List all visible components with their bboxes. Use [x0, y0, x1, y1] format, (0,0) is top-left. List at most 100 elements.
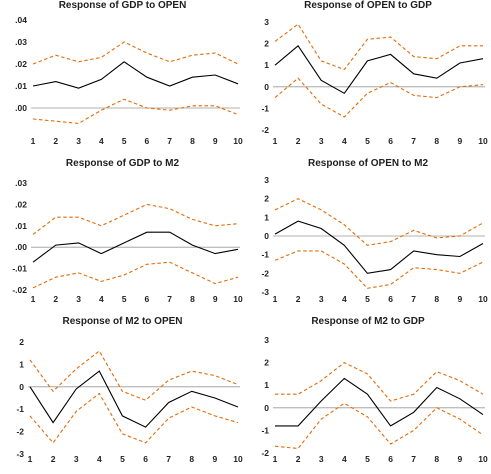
x-tick-label: 5: [365, 136, 370, 146]
x-tick-label: 4: [342, 454, 347, 464]
y-tick-label: -2: [16, 427, 24, 437]
lower-confidence-band: [274, 77, 484, 118]
x-tick-label: 10: [478, 136, 488, 146]
y-tick-label: -.02: [12, 285, 27, 295]
y-tick-label: -.01: [12, 264, 27, 274]
y-tick-label: -2: [261, 125, 269, 135]
chart-plot: -2 -1 0 1 2 3 1 2 3 4 5 6 7 8 9 10: [261, 17, 488, 146]
x-tick-label: 3: [76, 136, 81, 146]
x-tick-label: 1: [273, 136, 278, 146]
chart-panel-open-gdp: Response of OPEN to GDP -2 -1 0 1 2 3 1 2 3 4 5 6 7 8…: [245, 0, 491, 158]
y-tick-label: 0: [264, 82, 269, 92]
upper-confidence-band: [274, 23, 483, 71]
chart-plot: .00 .01 .02 .03 .04 1 2 3 4 5 6 7 8 9 10: [15, 15, 243, 146]
x-tick-label: 8: [190, 294, 195, 304]
x-tick-label: 8: [434, 136, 439, 146]
chart-panel-gdp-open: Response of GDP to OPEN .00 .01 .02 .03 .04 1…: [0, 0, 245, 158]
y-tick-label: .03: [15, 37, 27, 47]
chart-title: Response of GDP to OPEN: [58, 0, 187, 11]
x-tick-label: 1: [273, 294, 278, 304]
y-tick-label: 3: [264, 335, 269, 345]
x-tick-label: 9: [213, 454, 218, 464]
y-tick-label: .01: [15, 221, 27, 231]
x-tick-label: 7: [411, 136, 416, 146]
chart-panel-m2-open: Response of M2 to OPEN -3 -2 -1 0 1 2 1 2 3 4 5 6 7 8…: [0, 316, 245, 474]
response-line: [275, 377, 484, 427]
y-tick-label: 3: [264, 175, 269, 185]
chart-title: Response of M2 to GDP: [311, 316, 425, 327]
x-tick-label: 8: [190, 136, 195, 146]
x-tick-label: 8: [434, 454, 439, 464]
upper-confidence-band: [29, 350, 239, 401]
y-tick-label: .01: [15, 81, 27, 91]
x-tick-label: 5: [365, 294, 370, 304]
x-tick-label: 9: [458, 454, 463, 464]
chart-title: Response of M2 to OPEN: [62, 316, 183, 327]
chart-plot: -.02 -.01 .00 .01 .02 .03 1 2 3 4 5 6 7 8 9 10: [12, 178, 243, 304]
x-tick-label: 3: [319, 136, 324, 146]
response-line: [274, 220, 484, 274]
x-tick-label: 5: [120, 454, 125, 464]
x-tick-label: 9: [458, 294, 463, 304]
y-tick-label: 1: [264, 380, 269, 390]
x-tick-label: 4: [342, 136, 347, 146]
y-tick-label: -1: [16, 404, 24, 414]
y-tick-label: -1: [261, 103, 269, 113]
x-tick-label: 2: [53, 294, 58, 304]
y-tick-label: -2: [261, 268, 269, 278]
x-tick-label: 5: [122, 136, 127, 146]
y-tick-label: 3: [264, 17, 269, 27]
x-tick-label: 4: [97, 454, 102, 464]
x-tick-label: 6: [145, 294, 150, 304]
response-line: [32, 231, 239, 263]
y-tick-label: 0: [264, 231, 269, 241]
chart-panel-open-m2: Response of OPEN to M2 -3 -2 -1 0 1 2 3 1 2 3 4 5 6 7…: [245, 158, 491, 316]
y-tick-label: 1: [264, 60, 269, 70]
x-tick-label: 2: [53, 136, 58, 146]
upper-confidence-band: [32, 203, 239, 235]
x-tick-label: 10: [233, 454, 243, 464]
x-tick-label: 5: [122, 294, 127, 304]
x-tick-label: 5: [365, 454, 370, 464]
upper-confidence-band: [32, 41, 239, 65]
x-tick-label: 4: [99, 136, 104, 146]
chart-plot: -3 -2 -1 0 1 2 3 1 2 3 4 5 6 7 8 9 10: [261, 175, 488, 304]
y-tick-label: -3: [16, 449, 24, 459]
x-tick-label: 7: [166, 454, 171, 464]
x-tick-label: 3: [319, 294, 324, 304]
y-tick-label: .02: [15, 199, 27, 209]
x-tick-label: 1: [31, 294, 36, 304]
lower-confidence-band: [29, 392, 239, 444]
x-tick-label: 1: [31, 136, 36, 146]
y-tick-label: .00: [15, 103, 27, 113]
x-tick-label: 9: [213, 136, 218, 146]
x-tick-label: 3: [76, 294, 81, 304]
x-tick-label: 3: [74, 454, 79, 464]
y-tick-label: 2: [264, 358, 269, 368]
upper-confidence-band: [275, 361, 484, 402]
y-tick-label: -1: [261, 425, 269, 435]
y-tick-label: 2: [19, 337, 24, 347]
x-tick-label: 7: [411, 454, 416, 464]
y-tick-label: 0: [264, 403, 269, 413]
x-tick-label: 9: [213, 294, 218, 304]
upper-confidence-band: [274, 198, 484, 246]
x-tick-label: 6: [145, 136, 150, 146]
y-tick-label: .03: [15, 178, 27, 188]
y-tick-label: 2: [264, 39, 269, 49]
x-tick-label: 9: [458, 136, 463, 146]
response-line: [29, 370, 239, 428]
lower-confidence-band: [32, 261, 239, 289]
y-tick-label: .00: [15, 242, 27, 252]
y-tick-label: 0: [19, 382, 24, 392]
x-tick-label: 6: [388, 454, 393, 464]
x-tick-label: 7: [167, 136, 172, 146]
lower-confidence-band: [274, 250, 484, 289]
x-tick-label: 10: [233, 294, 243, 304]
x-tick-label: 10: [233, 136, 243, 146]
x-tick-label: 4: [342, 294, 347, 304]
x-tick-label: 2: [296, 454, 301, 464]
x-tick-label: 1: [273, 454, 278, 464]
x-tick-label: 8: [434, 294, 439, 304]
x-tick-label: 6: [388, 294, 393, 304]
